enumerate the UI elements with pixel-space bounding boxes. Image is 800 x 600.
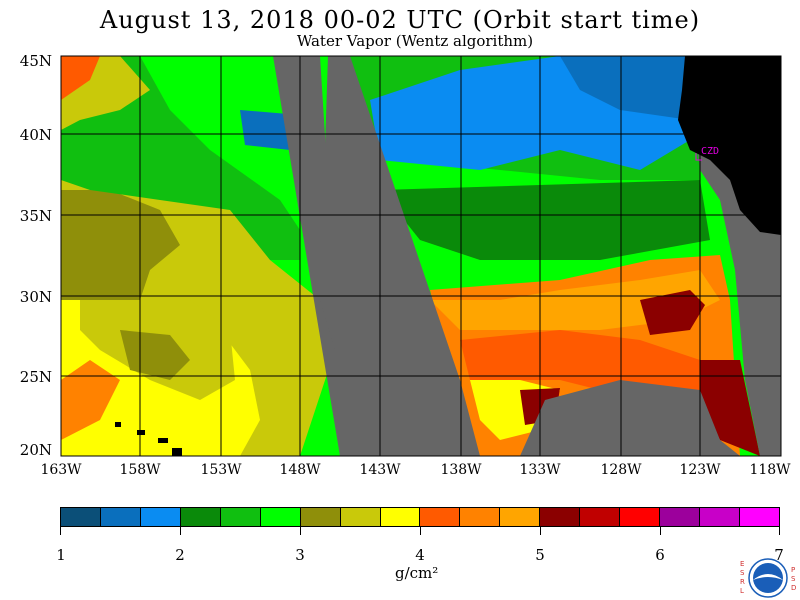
lat-label-25n: 25N [19,368,52,386]
colorbar-tick-1 [60,527,61,535]
colorbar-swatch-5 [220,508,261,526]
graticule [61,56,781,456]
colorbar-tick-2 [180,527,181,535]
colorbar-label-3: 3 [295,546,305,564]
noaa-logo: E S R L P S D [740,558,796,598]
lon-label-163w: 163W [40,462,82,478]
no-data-gap-west-swath [273,56,345,456]
california-coast-land [678,56,781,235]
lat-label-40n: 40N [19,126,52,144]
city-label-czd: CZD [701,146,720,157]
colorbar-label-5: 5 [535,546,545,564]
svg-text:S: S [740,569,745,577]
colorbar-swatch-10 [420,508,461,526]
colorbar-swatch-16 [660,508,700,526]
map-subtitle: Water Vapor (Wentz algorithm) [296,32,534,50]
colorbar-swatch-15 [620,508,661,526]
orange-corner-nw [61,56,100,100]
lon-label-133w: 133W [519,462,561,478]
red-orange-band [460,330,710,400]
island-oahu [137,430,145,435]
colorbar-tick-3 [300,527,301,535]
lon-label-143w: 143W [359,462,401,478]
colorbar-swatch-1 [61,508,101,526]
colorbar-label-1: 1 [56,546,66,564]
colorbar-tick-5 [540,527,541,535]
lon-label-153w: 153W [200,462,242,478]
map-field [61,56,781,456]
island-kauai [115,422,121,427]
svg-text:E: E [740,560,744,568]
lat-label-20n: 20N [19,441,52,459]
colorbar-swatch-17 [700,508,740,526]
colorbar-swatch-7 [300,508,341,526]
olive-patch-west [61,190,180,300]
city-marker [695,153,702,161]
svg-text:S: S [791,575,796,583]
lat-label-30n: 30N [19,288,52,306]
colorbar-tick-4 [420,527,421,535]
svg-text:L: L [740,587,744,595]
lon-label-158w: 158W [119,462,161,478]
noaa-logo-disc [753,563,783,593]
lon-label-138w: 138W [440,462,482,478]
map-frame [60,55,782,457]
noaa-logo-bird [753,574,783,580]
dark-green-band-east [380,180,710,260]
colorbar-tick-7 [779,527,780,535]
colorbar-label-7: 7 [774,546,784,564]
colorbar-swatch-6 [260,508,301,526]
colorbar-swatch-18 [739,508,779,526]
colorbar-swatch-2 [100,508,141,526]
colorbar-swatch-12 [500,508,541,526]
island-molokai [158,438,168,443]
lon-label-148w: 148W [279,462,321,478]
lon-label-118w: 118W [749,462,791,478]
colorbar-swatch-4 [180,508,221,526]
lat-label-35n: 35N [19,207,52,225]
colorbar-swatch-13 [540,508,581,526]
colorbar-swatch-3 [140,508,181,526]
colorbar-label-4: 4 [415,546,425,564]
map-title: August 13, 2018 00-02 UTC (Orbit start t… [99,6,701,34]
svg-text:P: P [791,566,795,574]
lat-label-45n: 45N [19,52,52,70]
svg-text:D: D [791,584,796,592]
colorbar [60,507,780,527]
colorbar-units: g/cm² [395,564,439,582]
lon-label-123w: 123W [679,462,721,478]
colorbar-label-6: 6 [655,546,665,564]
lon-label-128w: 128W [600,462,642,478]
dark-red-core [640,290,705,335]
olive-core-west [120,330,190,380]
colorbar-swatch-9 [380,508,421,526]
colorbar-tick-6 [660,527,661,535]
colorbar-swatch-14 [580,508,621,526]
island-hawaii [172,448,182,456]
no-data-gap-south-east [520,380,740,456]
colorbar-swatch-8 [340,508,381,526]
dark-red-patch-southeast [700,360,760,456]
colorbar-swatch-11 [460,508,501,526]
no-data-gap-center [320,56,480,456]
blue-core-east [560,56,690,120]
orange-patch-sw [61,360,120,440]
colorbar-label-2: 2 [175,546,185,564]
svg-text:R: R [740,578,745,586]
